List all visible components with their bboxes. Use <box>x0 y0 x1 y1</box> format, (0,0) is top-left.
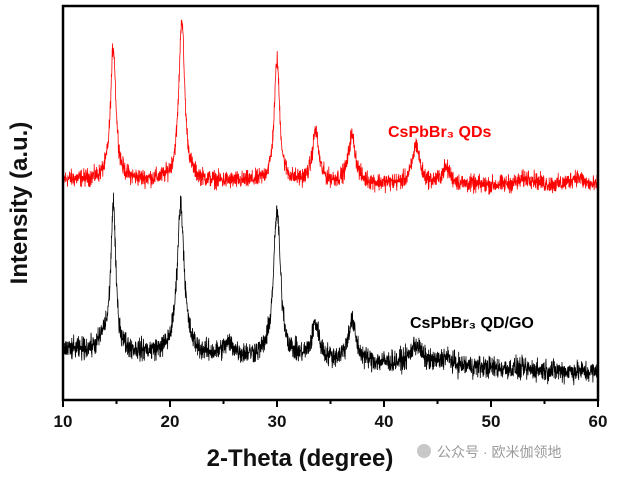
x-tick-label: 60 <box>589 412 608 431</box>
x-axis-title: 2-Theta (degree) <box>207 445 394 472</box>
x-axis-ticks: 10 20 30 40 50 60 <box>54 400 608 431</box>
series-line-qds <box>62 19 599 195</box>
x-tick-label: 20 <box>161 412 180 431</box>
series-line-qd-go <box>62 192 599 386</box>
series-label-qds: CsPbBr₃ QDs <box>388 124 492 141</box>
y-axis-title: Intensity (a.u.) <box>6 122 33 285</box>
watermark: 公众号 · 欧米伽领地 <box>437 444 561 460</box>
x-tick-label: 10 <box>54 412 73 431</box>
x-tick-label: 30 <box>268 412 287 431</box>
x-tick-label: 50 <box>482 412 501 431</box>
series-layer <box>62 19 599 386</box>
x-tick-label: 40 <box>375 412 394 431</box>
series-label-qd-go: CsPbBr₃ QD/GO <box>410 315 534 332</box>
watermark-logo-icon <box>417 444 431 458</box>
